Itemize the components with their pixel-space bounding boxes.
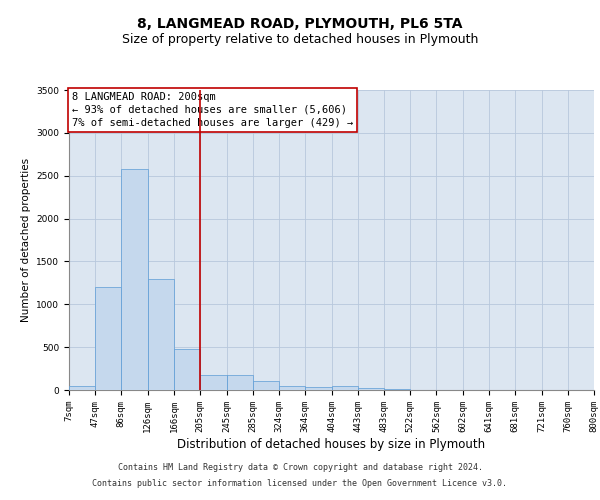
Bar <box>121 169 148 390</box>
Text: Contains public sector information licensed under the Open Government Licence v3: Contains public sector information licen… <box>92 478 508 488</box>
Bar <box>332 386 358 390</box>
Y-axis label: Number of detached properties: Number of detached properties <box>21 158 31 322</box>
Bar <box>305 388 332 390</box>
Text: Contains HM Land Registry data © Crown copyright and database right 2024.: Contains HM Land Registry data © Crown c… <box>118 464 482 472</box>
Bar <box>148 278 174 390</box>
Bar <box>279 386 305 390</box>
Text: Size of property relative to detached houses in Plymouth: Size of property relative to detached ho… <box>122 32 478 46</box>
Bar <box>227 376 253 390</box>
Bar <box>69 386 95 390</box>
Bar <box>358 388 384 390</box>
Text: 8, LANGMEAD ROAD, PLYMOUTH, PL6 5TA: 8, LANGMEAD ROAD, PLYMOUTH, PL6 5TA <box>137 18 463 32</box>
Bar <box>253 382 279 390</box>
Bar <box>200 374 227 390</box>
Bar <box>174 349 200 390</box>
Text: 8 LANGMEAD ROAD: 200sqm
← 93% of detached houses are smaller (5,606)
7% of semi-: 8 LANGMEAD ROAD: 200sqm ← 93% of detache… <box>71 92 353 128</box>
Bar <box>384 389 410 390</box>
Bar <box>95 287 121 390</box>
X-axis label: Distribution of detached houses by size in Plymouth: Distribution of detached houses by size … <box>178 438 485 450</box>
